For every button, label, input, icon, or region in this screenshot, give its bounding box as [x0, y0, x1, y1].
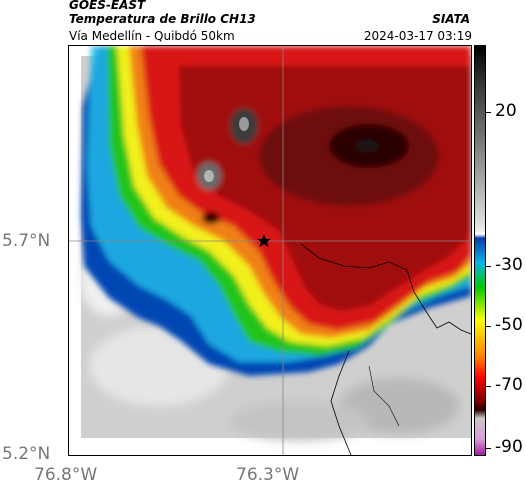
product-title: Temperatura de Brillo CH13 [69, 12, 256, 26]
colorbar-tick [486, 266, 491, 267]
timestamp-label: 2024-03-17 03:19 [363, 29, 472, 43]
star-icon [257, 234, 271, 247]
lat-tick-label: 5.7°N [2, 231, 51, 251]
colorbar-tick [486, 326, 491, 327]
satellite-name: GOES-EAST [69, 0, 146, 12]
lon-tick-label: 76.8°W [34, 465, 98, 485]
location-label: Vía Medellín - Quibdó 50km [69, 29, 235, 43]
core-dark-3 [202, 212, 220, 224]
colorbar-label: -70 [495, 375, 523, 395]
colorbar [474, 45, 486, 456]
lat-tick-label: 5.2°N [2, 444, 51, 464]
colorbar-tick [486, 386, 491, 387]
cold-top-3 [355, 139, 379, 153]
colorbar-tick [486, 448, 491, 449]
border-line-1 [300, 243, 471, 335]
organization-label: SIATA [432, 12, 470, 26]
colorbar-label: -50 [495, 315, 523, 335]
cloud-bands [81, 46, 471, 376]
lon-tick-label: 76.3°W [236, 465, 300, 485]
border-line-2 [330, 350, 352, 455]
satellite-map[interactable] [68, 45, 472, 456]
cold-top-1 [239, 117, 249, 131]
colorbar-label: -30 [495, 255, 523, 275]
colorbar-tick [486, 112, 491, 113]
colorbar-label: -90 [495, 437, 523, 457]
border-line-3 [368, 365, 400, 427]
cold-top-2 [204, 170, 214, 182]
map-canvas [69, 46, 471, 455]
colorbar-label: 20 [495, 101, 517, 121]
